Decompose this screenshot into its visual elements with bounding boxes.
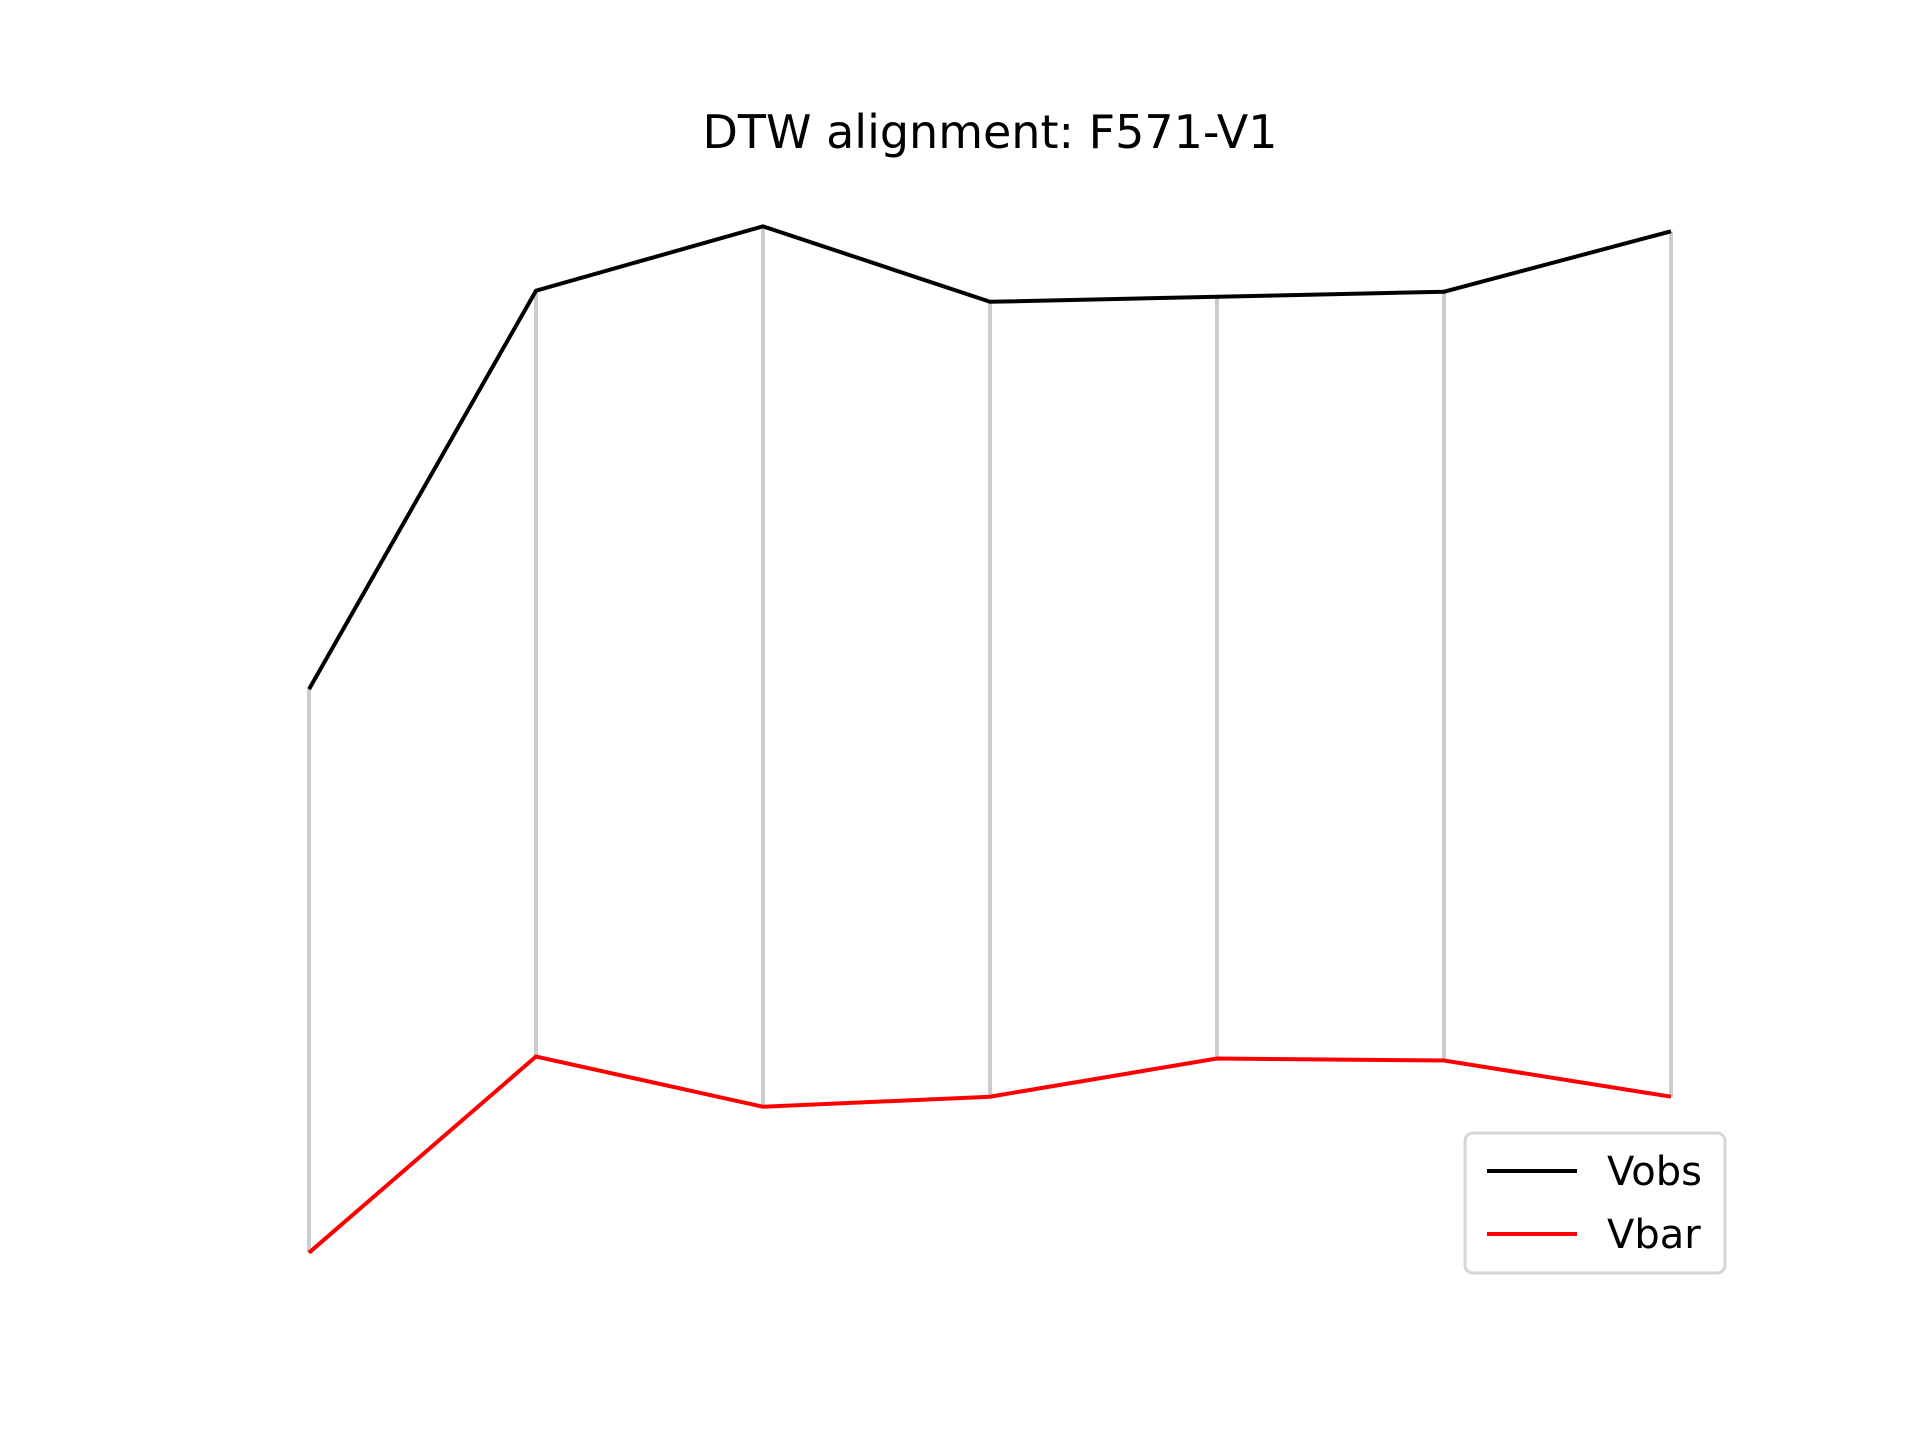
series-line-vobs xyxy=(307,224,1672,691)
alignment-lines xyxy=(307,226,1673,1253)
series-lines xyxy=(307,224,1672,1255)
legend-frame xyxy=(1463,1131,1727,1275)
legend-label-vobs: Vobs xyxy=(1607,1149,1702,1195)
legend-label-vbar: Vbar xyxy=(1607,1212,1701,1258)
chart-title: DTW alignment: F571-V1 xyxy=(702,105,1277,159)
legend: Vobs Vbar xyxy=(1463,1131,1727,1275)
series-line-vbar xyxy=(307,1054,1672,1255)
